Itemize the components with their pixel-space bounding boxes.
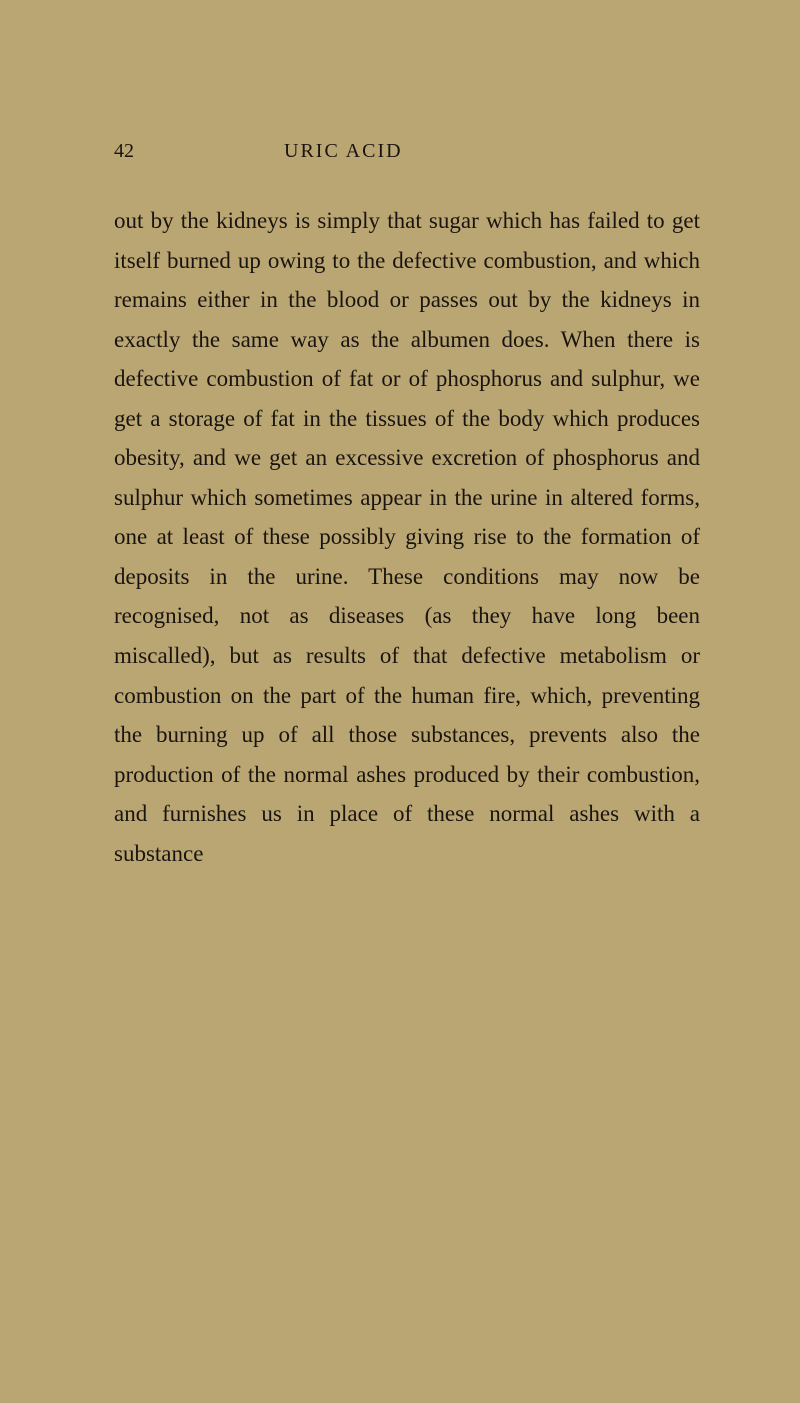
page-header: 42 URIC ACID xyxy=(100,140,700,163)
body-text: out by the kidneys is simply that sugar … xyxy=(100,201,700,873)
page-title: URIC ACID xyxy=(284,140,403,163)
page-number: 42 xyxy=(114,140,134,163)
